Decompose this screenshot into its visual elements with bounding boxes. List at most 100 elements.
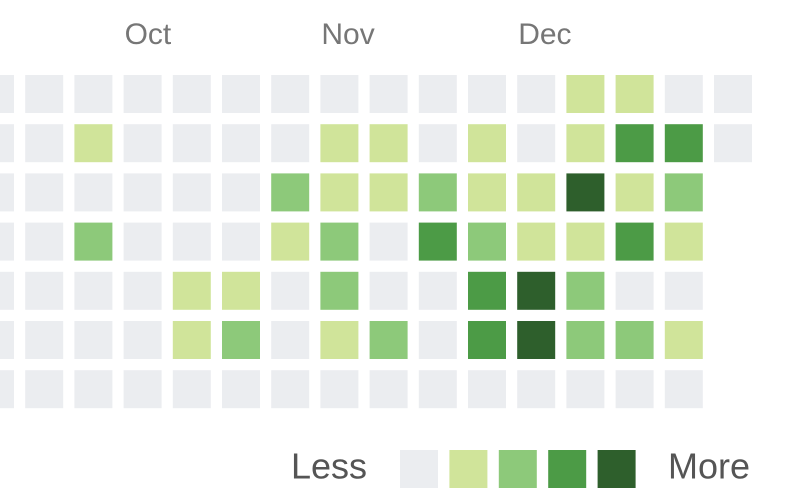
contribution-cell <box>0 370 14 409</box>
contribution-cell <box>0 173 14 212</box>
contribution-cell <box>664 124 703 163</box>
contribution-cell <box>320 124 359 163</box>
contribution-cell <box>615 173 654 212</box>
contribution-cell <box>74 124 113 163</box>
contribution-cell <box>418 75 457 113</box>
contribution-cell <box>664 271 703 310</box>
contribution-cell <box>25 75 64 113</box>
contribution-cell <box>320 173 359 212</box>
contribution-cell <box>468 124 506 163</box>
contribution-cell <box>172 321 211 359</box>
contribution-cell <box>664 173 703 212</box>
contribution-cell <box>271 370 310 409</box>
legend-swatch <box>597 450 636 488</box>
contribution-cell <box>664 321 703 359</box>
contribution-cell <box>123 173 162 212</box>
contribution-cell <box>566 271 605 310</box>
contribution-cell <box>517 124 556 163</box>
contribution-cell <box>468 370 506 409</box>
contribution-cell <box>566 124 605 163</box>
contribution-cell <box>74 222 113 261</box>
contribution-cell <box>468 222 506 261</box>
contribution-cell <box>664 222 703 261</box>
contribution-cell <box>74 75 113 113</box>
contribution-cell <box>123 222 162 261</box>
legend-more: More <box>668 446 750 487</box>
contribution-cell <box>418 124 457 163</box>
contribution-cell <box>172 222 211 261</box>
contribution-cell <box>25 222 64 261</box>
month-label: Nov <box>321 18 374 51</box>
contribution-cell <box>271 75 310 113</box>
contribution-cell <box>74 321 113 359</box>
contribution-cell <box>418 271 457 310</box>
contribution-cell <box>271 222 310 261</box>
contribution-cell <box>615 75 654 113</box>
contribution-cell <box>123 321 162 359</box>
contribution-cell <box>566 222 605 261</box>
contribution-cell <box>615 271 654 310</box>
legend-swatch <box>498 450 537 488</box>
contribution-cell <box>320 222 359 261</box>
contribution-cell <box>222 173 260 212</box>
contribution-cell <box>74 370 113 409</box>
contribution-cell <box>517 271 556 310</box>
contribution-cell <box>172 173 211 212</box>
contribution-cell <box>468 271 506 310</box>
month-label: Dec <box>518 18 571 51</box>
contribution-cell <box>0 321 14 359</box>
contribution-cell <box>517 370 556 409</box>
contribution-cell <box>172 75 211 113</box>
contribution-cell <box>25 173 64 212</box>
contribution-cell <box>271 173 310 212</box>
contribution-cell <box>123 75 162 113</box>
contribution-cell <box>172 271 211 310</box>
contribution-cell <box>517 173 556 212</box>
contribution-cell <box>369 271 408 310</box>
contribution-cell <box>0 124 14 163</box>
contribution-cell <box>714 124 752 163</box>
contribution-cell <box>0 75 14 113</box>
contribution-cell <box>320 271 359 310</box>
contribution-cell <box>271 271 310 310</box>
contribution-cell <box>615 321 654 359</box>
contribution-cell <box>566 75 605 113</box>
contribution-cell <box>615 222 654 261</box>
contribution-cell <box>517 321 556 359</box>
contribution-cell <box>418 321 457 359</box>
contribution-cell <box>172 370 211 409</box>
contribution-cell <box>468 75 506 113</box>
contribution-cell <box>664 75 703 113</box>
contribution-cell <box>25 370 64 409</box>
contribution-cell <box>320 75 359 113</box>
contribution-cell <box>517 75 556 113</box>
contribution-cell <box>369 173 408 212</box>
contribution-cell <box>222 321 260 359</box>
contribution-cell <box>123 124 162 163</box>
contribution-cell <box>222 370 260 409</box>
contribution-cell <box>418 173 457 212</box>
contribution-cell <box>320 370 359 409</box>
contribution-cell <box>25 124 64 163</box>
contribution-cell <box>566 370 605 409</box>
contribution-cell <box>320 321 359 359</box>
contribution-cell <box>369 124 408 163</box>
contribution-cell <box>222 75 260 113</box>
contribution-cell <box>25 321 64 359</box>
contribution-cell <box>369 370 408 409</box>
contribution-cell <box>468 173 506 212</box>
contribution-cell <box>74 173 113 212</box>
contribution-cell <box>0 222 14 261</box>
contribution-cell <box>369 222 408 261</box>
legend-less: Less <box>291 446 367 487</box>
contribution-cell <box>714 75 752 113</box>
contribution-cell <box>418 370 457 409</box>
legend-swatch <box>449 450 488 488</box>
legend-swatch <box>400 450 438 488</box>
contribution-cell <box>615 370 654 409</box>
contribution-cell <box>664 370 703 409</box>
contribution-cell <box>517 222 556 261</box>
legend-swatch <box>548 450 587 488</box>
